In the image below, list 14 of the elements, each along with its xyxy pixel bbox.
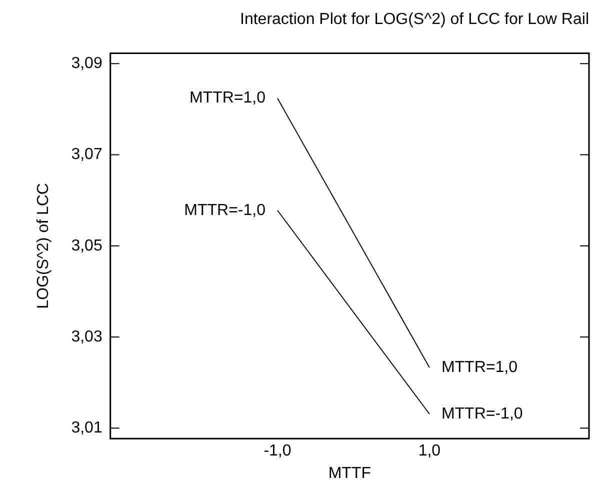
x-axis-title: MTTF bbox=[328, 464, 372, 482]
y-tick-label: 3,03 bbox=[71, 328, 102, 346]
chart-title: Interaction Plot for LOG(S^2) of LCC for Low Rail bbox=[240, 11, 589, 28]
y-tick-label: 3,01 bbox=[71, 420, 102, 437]
text: MTTR=-1,0 bbox=[441, 405, 523, 422]
x-tick-label: -1,0 bbox=[264, 442, 292, 460]
y-axis-title: LOG(S^2) of LCC bbox=[35, 183, 52, 309]
y-tick-label: 3,07 bbox=[71, 146, 102, 164]
x-tick-label: 1,0 bbox=[418, 442, 441, 460]
series-label: MTTR=-1,0 bbox=[184, 202, 266, 219]
series-label: MTTR=1,0 bbox=[189, 90, 266, 107]
text: MTTR=1,0 bbox=[441, 358, 518, 376]
y-tick-label: 3,05 bbox=[71, 237, 102, 254]
y-tick-label: 3,09 bbox=[71, 55, 102, 72]
